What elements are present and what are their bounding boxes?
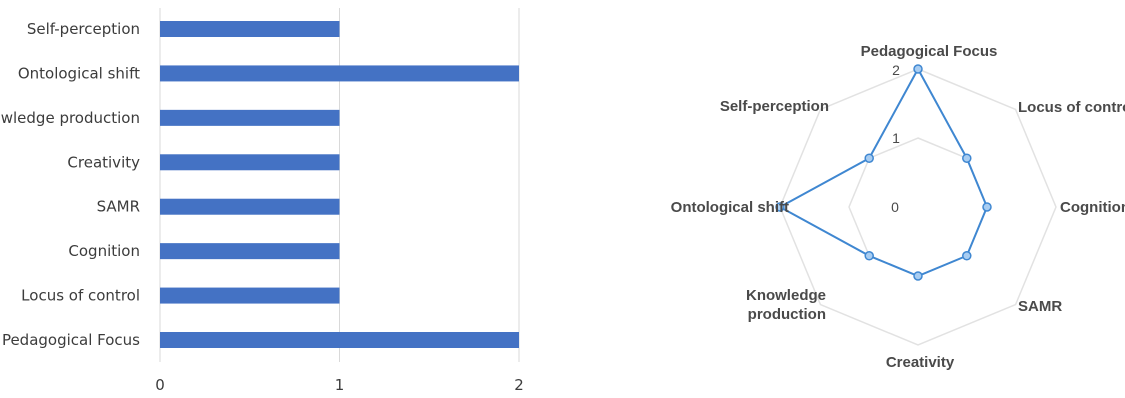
category-label: Pedagogical Focus [2, 331, 140, 349]
data-point [982, 202, 992, 212]
bar [160, 198, 340, 215]
category-label: SAMR [97, 198, 140, 216]
bar [160, 154, 340, 171]
grid-ring [848, 137, 988, 277]
category-label: Locus of control [21, 287, 140, 305]
bar [160, 21, 340, 37]
x-tick-label: 0 [155, 376, 165, 394]
axis-label: Pedagogical Focus [861, 43, 998, 60]
data-point [962, 251, 972, 261]
series-line [777, 66, 989, 278]
bar-chart: Self-perception Ontological shift Knowledg… [0, 8, 524, 394]
data-point [775, 202, 785, 212]
axis-label: Ontological shift [671, 199, 789, 216]
axis-label: Knowledge production [746, 287, 826, 323]
axis-label: Creativity [886, 354, 955, 371]
category-label: Knowledge production [0, 109, 140, 127]
x-tick-label: 2 [514, 376, 524, 394]
r-tick-label: 2 [892, 62, 900, 78]
category-label: Cognition [68, 242, 140, 260]
r-tick-label: 0 [891, 199, 899, 215]
data-point [913, 64, 923, 74]
bar [160, 287, 340, 304]
category-label: Creativity [67, 153, 140, 171]
category-label: Ontological shift [18, 64, 140, 82]
data-point [913, 271, 923, 281]
data-point [864, 251, 874, 261]
grid-ring [779, 68, 1057, 346]
r-tick-label: 1 [892, 130, 900, 146]
bar [160, 65, 519, 82]
x-tick-label: 1 [335, 376, 345, 394]
bar [160, 109, 340, 126]
axis-label: SAMR [1018, 298, 1062, 315]
category-label: Self-perception [27, 20, 140, 38]
axis-label: Cognition [1060, 199, 1125, 216]
bar [160, 243, 340, 260]
bar [160, 332, 519, 348]
data-point [864, 153, 874, 163]
axis-label: Self-perception [720, 98, 829, 115]
data-point [962, 153, 972, 163]
axis-label: Locus of control [1018, 99, 1125, 116]
